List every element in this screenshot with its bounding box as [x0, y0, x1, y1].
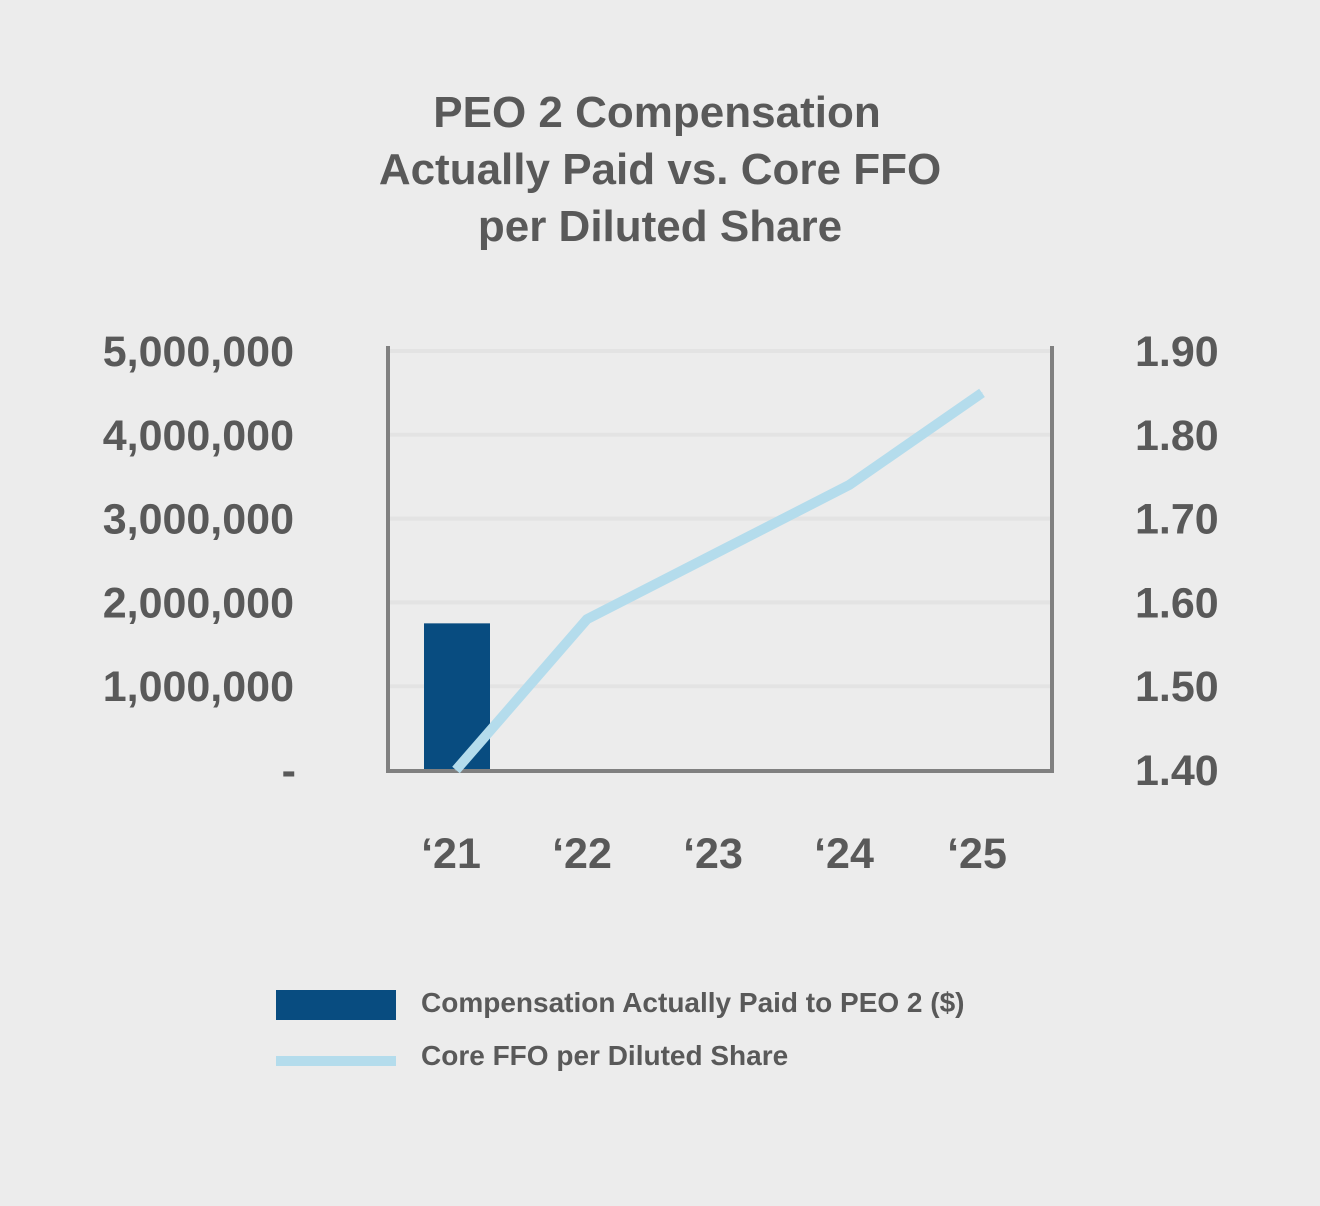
- left-tick-label: -: [282, 747, 296, 795]
- plot-frame: [386, 346, 1054, 773]
- chart-title-line-1: PEO 2 Compensation: [433, 88, 881, 137]
- left-tick-label: 4,000,000: [103, 412, 294, 460]
- line-point-2: [717, 551, 719, 553]
- legend-label-core-ffo: Core FFO per Diluted Share: [421, 1040, 789, 1071]
- left-tick-label: 2,000,000: [103, 579, 294, 627]
- legend-line-swatch: [276, 1056, 396, 1066]
- line-point-3: [848, 484, 850, 486]
- right-axis-ticks: 1.40 1.50 1.60 1.70 1.80 1.90: [1135, 328, 1219, 795]
- chart-title-line-2: Actually Paid vs. Core FFO: [378, 145, 942, 194]
- left-axis-ticks: - 1,000,000 2,000,000 3,000,000 4,000,000 5,0…: [103, 328, 296, 795]
- right-tick-label: 1.90: [1135, 328, 1219, 376]
- legend-label-compensation: Compensation Actually Paid to PEO 2 ($): [421, 987, 965, 1018]
- left-tick-label: 1,000,000: [103, 663, 294, 711]
- right-tick-label: 1.80: [1135, 412, 1219, 460]
- right-tick-label: 1.70: [1135, 496, 1219, 544]
- chart-title-line-3: per Diluted Share: [477, 202, 843, 251]
- legend-bar-swatch: [276, 990, 396, 1020]
- right-tick-label: 1.50: [1135, 663, 1219, 711]
- line-series: [452, 388, 985, 774]
- line-point-1: [586, 618, 588, 620]
- x-tick-label: ‘25: [947, 830, 1007, 878]
- chart-title: PEO 2 Compensation Actually Paid vs. Cor…: [0, 84, 1320, 255]
- combo-chart: - 1,000,000 2,000,000 3,000,000 4,000,000 5,0…: [103, 328, 1219, 878]
- right-tick-label: 1.60: [1135, 579, 1219, 627]
- gridlines: [388, 349, 1052, 689]
- right-tick-label: 1.40: [1135, 747, 1219, 795]
- left-tick-label: 3,000,000: [103, 496, 294, 544]
- x-axis-ticks: ‘21 ‘22 ‘23 ‘24 ‘25: [421, 830, 1007, 878]
- left-tick-label: 5,000,000: [103, 328, 294, 376]
- x-tick-label: ‘23: [683, 830, 743, 878]
- x-tick-label: ‘22: [552, 830, 612, 878]
- line-point-0: [455, 769, 457, 771]
- x-tick-label: ‘24: [814, 830, 874, 878]
- core-ffo-line: [452, 388, 985, 774]
- x-tick-label: ‘21: [421, 830, 481, 878]
- line-point-4: [981, 392, 983, 394]
